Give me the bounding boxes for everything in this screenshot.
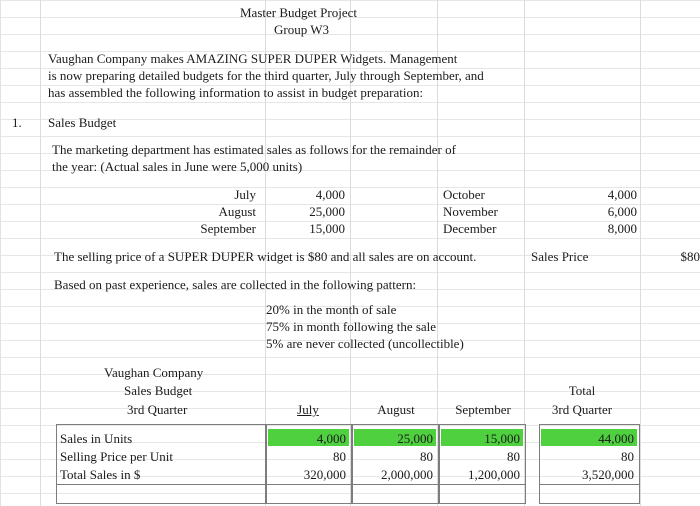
collection-intro: Based on past experience, sales are coll…	[54, 277, 417, 292]
row-label: Sales in Units	[60, 431, 133, 446]
month-column-header: July	[297, 402, 319, 417]
cell-value[interactable]: 80	[420, 449, 433, 464]
cell-value[interactable]: 15,000	[484, 431, 520, 446]
column-divider	[40, 0, 41, 506]
marketing-text: The marketing department has estimated s…	[52, 142, 456, 157]
price-sentence: The selling price of a SUPER DUPER widge…	[54, 249, 477, 264]
collection-item: 75% in month following the sale	[266, 319, 437, 334]
cell-value[interactable]: 2,000,000	[381, 467, 433, 482]
highlight-cell	[354, 429, 436, 446]
column-divider	[640, 0, 641, 506]
estimate-month: October	[443, 187, 485, 202]
column-divider	[437, 0, 438, 506]
estimate-units: 15,000	[309, 221, 345, 236]
month-column-header: August	[377, 402, 415, 417]
empty-row-box	[56, 484, 266, 504]
cell-value[interactable]: 1,200,000	[468, 467, 520, 482]
estimate-units: 25,000	[309, 204, 345, 219]
estimate-units: 4,000	[315, 187, 345, 202]
estimate-month: November	[443, 204, 498, 219]
cell-value[interactable]: 320,000	[303, 467, 346, 482]
empty-cell-box	[539, 484, 640, 504]
sales-price-label: Sales Price	[531, 249, 589, 264]
row-label: Total Sales in $	[60, 467, 141, 482]
total-column-header: 3rd Quarter	[551, 402, 613, 417]
column-divider	[350, 0, 351, 506]
empty-cell-box	[439, 484, 526, 504]
cell-value[interactable]: 4,000	[316, 431, 346, 446]
estimate-month: September	[200, 221, 256, 236]
column-divider	[265, 0, 266, 506]
highlight-cell	[441, 429, 523, 446]
marketing-text: the year: (Actual sales in June were 5,0…	[52, 159, 303, 174]
cell-value[interactable]: 80	[333, 449, 346, 464]
highlight-cell	[541, 429, 637, 446]
estimate-month: July	[234, 187, 256, 202]
intro-line: has assembled the following information …	[48, 85, 424, 100]
page-title: Master Budget Project	[240, 5, 357, 20]
estimate-units: 8,000	[607, 221, 637, 236]
row-label: Selling Price per Unit	[60, 449, 174, 464]
page-subtitle: Group W3	[274, 22, 330, 37]
cell-value[interactable]: 80	[507, 449, 520, 464]
collection-item: 5% are never collected (uncollectible)	[266, 336, 464, 351]
budget-period: 3rd Quarter	[127, 402, 188, 417]
intro-line: Vaughan Company makes AMAZING SUPER DUPE…	[48, 51, 458, 66]
sales-price-value[interactable]: $80	[680, 249, 700, 264]
empty-cell-box	[352, 484, 439, 504]
intro-line: is now preparing detailed budgets for th…	[48, 68, 484, 83]
cell-value[interactable]: 3,520,000	[582, 467, 634, 482]
estimate-month: August	[218, 204, 256, 219]
cell-value[interactable]: 25,000	[397, 431, 433, 446]
collection-item: 20% in the month of sale	[266, 302, 397, 317]
empty-cell-box	[266, 484, 352, 504]
section-title: Sales Budget	[48, 115, 117, 130]
estimate-month: December	[443, 221, 497, 236]
budget-name: Sales Budget	[124, 383, 193, 398]
column-divider	[524, 0, 525, 506]
highlight-cell	[268, 429, 349, 446]
month-column-header: September	[455, 402, 511, 417]
total-column-header: Total	[568, 383, 596, 398]
cell-value[interactable]: 80	[621, 449, 634, 464]
section-number: 1.	[12, 115, 22, 130]
cell-value[interactable]: 44,000	[598, 431, 634, 446]
budget-company: Vaughan Company	[104, 365, 204, 380]
estimate-units: 6,000	[607, 204, 637, 219]
estimate-units: 4,000	[607, 187, 637, 202]
